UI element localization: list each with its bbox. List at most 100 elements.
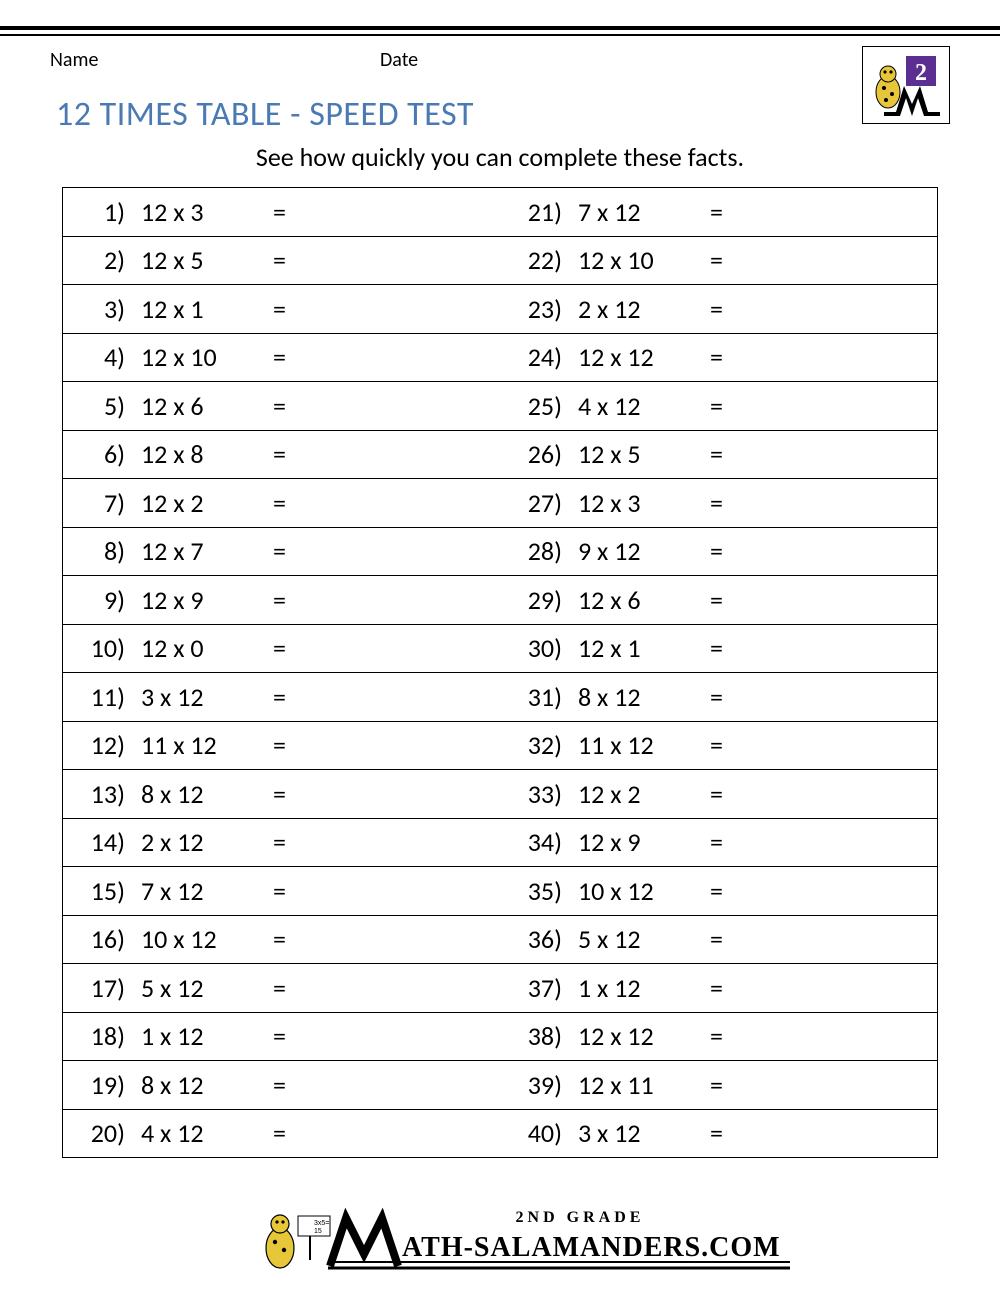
problem-expression: 1 x 12 [129,1020,269,1052]
problem-expression: 11 x 12 [129,729,269,761]
problem-expression: 2 x 12 [566,293,706,325]
problem-cell-left: 4)12 x 10= [63,334,500,382]
footer-logo-icon: 3x5= 15 2ND GRADE ATH-SALAMANDERS.COM [150,1198,850,1278]
problem-cell-right: 34)12 x 9= [500,819,937,867]
problem-expression: 12 x 5 [129,244,269,276]
equals-sign: = [706,438,746,470]
equals-sign: = [269,778,309,810]
problem-cell-left: 17)5 x 12= [63,964,500,1012]
problem-expression: 12 x 0 [129,632,269,664]
problem-number: 14) [63,826,129,858]
table-row: 18)1 x 12=38)12 x 12= [63,1013,937,1062]
problem-number: 13) [63,778,129,810]
problem-cell-left: 16)10 x 12= [63,916,500,964]
equals-sign: = [269,487,309,519]
equals-sign: = [269,972,309,1004]
problem-expression: 10 x 12 [566,875,706,907]
problem-number: 1) [63,196,129,228]
page-title: 12 TIMES TABLE - SPEED TEST [0,72,1000,135]
problem-number: 5) [63,390,129,422]
table-row: 5)12 x 6=25)4 x 12= [63,382,937,431]
table-row: 1)12 x 3=21)7 x 12= [63,188,937,237]
problem-cell-left: 14)2 x 12= [63,819,500,867]
problem-expression: 12 x 12 [566,1020,706,1052]
equals-sign: = [706,341,746,373]
table-row: 8)12 x 7=28)9 x 12= [63,528,937,577]
problem-number: 10) [63,632,129,664]
problem-expression: 12 x 9 [566,826,706,858]
equals-sign: = [706,972,746,1004]
problem-number: 6) [63,438,129,470]
problem-cell-left: 7)12 x 2= [63,479,500,527]
problem-expression: 4 x 12 [129,1117,269,1149]
table-row: 13)8 x 12=33)12 x 2= [63,770,937,819]
problem-number: 2) [63,244,129,276]
problem-cell-left: 3)12 x 1= [63,285,500,333]
equals-sign: = [269,341,309,373]
problem-number: 32) [500,729,566,761]
equals-sign: = [269,196,309,228]
equals-sign: = [269,535,309,567]
date-label: Date [380,48,418,72]
equals-sign: = [269,390,309,422]
equals-sign: = [706,196,746,228]
problem-expression: 8 x 12 [566,681,706,713]
table-row: 6)12 x 8=26)12 x 5= [63,431,937,480]
equals-sign: = [269,438,309,470]
equals-sign: = [269,584,309,616]
problem-number: 34) [500,826,566,858]
problem-cell-right: 22)12 x 10= [500,237,937,285]
equals-sign: = [269,293,309,325]
problem-cell-right: 38)12 x 12= [500,1013,937,1061]
equals-sign: = [706,826,746,858]
problem-number: 9) [63,584,129,616]
problem-cell-left: 13)8 x 12= [63,770,500,818]
svg-text:3x5=: 3x5= [314,1220,329,1227]
problem-cell-right: 25)4 x 12= [500,382,937,430]
problem-number: 17) [63,972,129,1004]
equals-sign: = [706,729,746,761]
equals-sign: = [706,390,746,422]
problem-cell-right: 27)12 x 3= [500,479,937,527]
problem-cell-right: 33)12 x 2= [500,770,937,818]
problem-cell-left: 12)11 x 12= [63,722,500,770]
table-row: 7)12 x 2=27)12 x 3= [63,479,937,528]
table-row: 10)12 x 0=30)12 x 1= [63,625,937,674]
problem-expression: 8 x 12 [129,1069,269,1101]
table-row: 15)7 x 12=35)10 x 12= [63,867,937,916]
table-row: 3)12 x 1=23)2 x 12= [63,285,937,334]
footer: 3x5= 15 2ND GRADE ATH-SALAMANDERS.COM [0,1198,1000,1278]
problem-cell-right: 36)5 x 12= [500,916,937,964]
problem-cell-right: 26)12 x 5= [500,431,937,479]
problem-number: 8) [63,535,129,567]
table-row: 20)4 x 12=40)3 x 12= [63,1110,937,1159]
problem-expression: 12 x 11 [566,1069,706,1101]
problem-cell-left: 8)12 x 7= [63,528,500,576]
equals-sign: = [269,1069,309,1101]
header: Name Date 2 [0,36,1000,72]
footer-site: ATH-SALAMANDERS.COM [402,1232,781,1263]
name-label: Name [50,48,380,72]
table-row: 9)12 x 9=29)12 x 6= [63,576,937,625]
salamander-logo-icon: 2 [866,50,946,120]
problem-number: 33) [500,778,566,810]
problem-number: 24) [500,341,566,373]
problems-table: 1)12 x 3=21)7 x 12=2)12 x 5=22)12 x 10=3… [62,187,938,1158]
equals-sign: = [706,487,746,519]
equals-sign: = [269,1117,309,1149]
problem-cell-left: 1)12 x 3= [63,188,500,236]
problem-expression: 12 x 2 [129,487,269,519]
problem-cell-left: 11)3 x 12= [63,673,500,721]
problem-expression: 12 x 10 [566,244,706,276]
equals-sign: = [706,244,746,276]
problem-expression: 2 x 12 [129,826,269,858]
problem-cell-left: 9)12 x 9= [63,576,500,624]
equals-sign: = [706,1020,746,1052]
problem-cell-right: 32)11 x 12= [500,722,937,770]
problem-number: 22) [500,244,566,276]
top-rule-thick [0,26,1000,30]
problem-cell-right: 23)2 x 12= [500,285,937,333]
problem-expression: 12 x 1 [129,293,269,325]
problem-number: 3) [63,293,129,325]
problem-expression: 3 x 12 [566,1117,706,1149]
